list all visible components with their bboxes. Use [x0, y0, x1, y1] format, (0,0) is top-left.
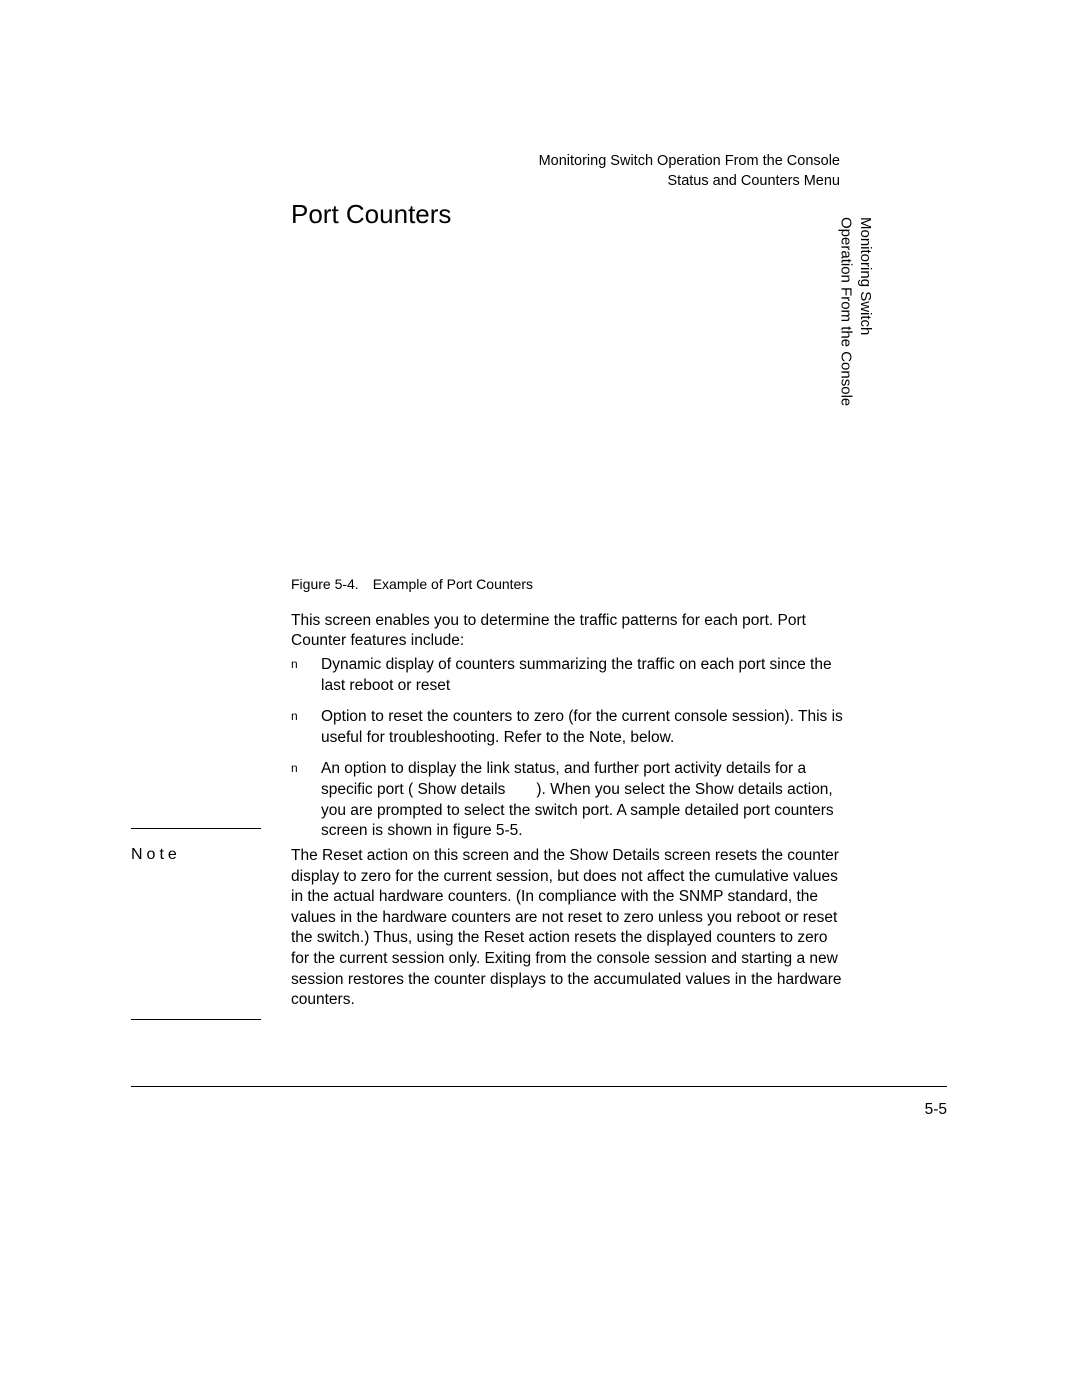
- list-item: n An option to display the link status, …: [291, 759, 846, 841]
- note-label: Note: [131, 846, 181, 864]
- section-title: Port Counters: [291, 199, 451, 230]
- bullet-marker: n: [291, 759, 321, 841]
- running-header-line-2: Status and Counters Menu: [539, 172, 840, 192]
- page-number: 5-5: [925, 1101, 947, 1119]
- list-item: n Option to reset the counters to zero (…: [291, 707, 846, 748]
- list-item: n Dynamic display of counters summarizin…: [291, 655, 846, 696]
- running-header: Monitoring Switch Operation From the Con…: [539, 152, 840, 191]
- running-header-line-1: Monitoring Switch Operation From the Con…: [539, 152, 840, 172]
- note-rule-top: [131, 828, 261, 829]
- bullet-marker: n: [291, 707, 321, 748]
- bullet-text: An option to display the link status, an…: [321, 759, 846, 841]
- note-rule-bottom: [131, 1019, 261, 1020]
- bullet-list: n Dynamic display of counters summarizin…: [291, 655, 846, 853]
- footer-rule: [131, 1086, 947, 1087]
- figure-caption: Figure 5-4. Example of Port Counters: [291, 576, 533, 592]
- side-tab-line-1: Monitoring Switch: [856, 217, 876, 406]
- page: Monitoring Switch Operation From the Con…: [0, 0, 1080, 1397]
- note-body: The Reset action on this screen and the …: [291, 846, 846, 1011]
- intro-paragraph: This screen enables you to determine the…: [291, 611, 846, 652]
- bullet-text: Option to reset the counters to zero (fo…: [321, 707, 846, 748]
- bullet-text: Dynamic display of counters summarizing …: [321, 655, 846, 696]
- side-tab-line-2: Operation From the Console: [836, 217, 856, 406]
- bullet-marker: n: [291, 655, 321, 696]
- side-tab: Monitoring Switch Operation From the Con…: [836, 217, 875, 406]
